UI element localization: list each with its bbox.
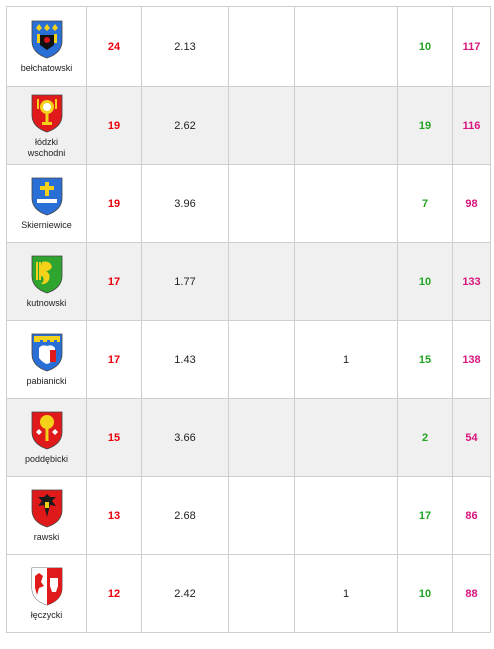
- coat-of-arms-icon: [31, 20, 62, 59]
- value-cell: [294, 398, 398, 477]
- value-cell: 133: [452, 242, 491, 321]
- coat-of-arms-icon: [31, 177, 62, 216]
- county-name: pabianicki: [26, 376, 67, 386]
- table-row: rawski 13 2.68 17 86: [6, 476, 491, 555]
- value-cell: 10: [397, 6, 453, 87]
- value-cell: 116: [452, 86, 491, 165]
- county-stats-table: bełchatowski 24 2.13 10 117 łó: [6, 6, 491, 633]
- value-cell: [228, 242, 295, 321]
- county-cell: bełchatowski: [6, 6, 87, 87]
- value-cell: [294, 476, 398, 555]
- value-cell: 19: [86, 86, 142, 165]
- value-cell: 86: [452, 476, 491, 555]
- value-cell: 1: [294, 554, 398, 633]
- county-name: łęczycki: [30, 610, 63, 620]
- value-cell: 1.77: [141, 242, 229, 321]
- value-cell: [228, 164, 295, 243]
- coat-of-arms-icon: [31, 567, 62, 606]
- value-cell: 117: [452, 6, 491, 87]
- table-row: pabianicki 17 1.43 1 15 138: [6, 320, 491, 399]
- value-cell: 3.96: [141, 164, 229, 243]
- county-cell: rawski: [6, 476, 87, 555]
- value-cell: 13: [86, 476, 142, 555]
- coat-of-arms-icon: [31, 411, 62, 450]
- value-cell: 10: [397, 554, 453, 633]
- table-row: poddębicki 15 3.66 2 54: [6, 398, 491, 477]
- county-name: łódzki wschodni: [27, 136, 66, 158]
- value-cell: 19: [397, 86, 453, 165]
- county-name: Skierniewice: [21, 220, 72, 230]
- coat-of-arms-icon: [31, 489, 62, 528]
- county-cell: Skierniewice: [6, 164, 87, 243]
- value-cell: 24: [86, 6, 142, 87]
- value-cell: [228, 398, 295, 477]
- value-cell: 2.13: [141, 6, 229, 87]
- value-cell: 54: [452, 398, 491, 477]
- value-cell: [228, 476, 295, 555]
- coat-of-arms-icon: [31, 94, 62, 132]
- county-name: bełchatowski: [20, 63, 73, 73]
- value-cell: 10: [397, 242, 453, 321]
- value-cell: 1.43: [141, 320, 229, 399]
- table-row: łęczycki 12 2.42 1 10 88: [6, 554, 491, 633]
- county-cell: pabianicki: [6, 320, 87, 399]
- value-cell: 2: [397, 398, 453, 477]
- county-cell: łęczycki: [6, 554, 87, 633]
- county-name: rawski: [33, 532, 60, 542]
- value-cell: 2.68: [141, 476, 229, 555]
- value-cell: 2.42: [141, 554, 229, 633]
- table-row: kutnowski 17 1.77 10 133: [6, 242, 491, 321]
- value-cell: [228, 554, 295, 633]
- value-cell: 17: [86, 242, 142, 321]
- value-cell: [228, 6, 295, 87]
- value-cell: 12: [86, 554, 142, 633]
- value-cell: [294, 6, 398, 87]
- value-cell: 2.62: [141, 86, 229, 165]
- value-cell: 98: [452, 164, 491, 243]
- county-name: kutnowski: [26, 298, 67, 308]
- value-cell: 19: [86, 164, 142, 243]
- value-cell: 1: [294, 320, 398, 399]
- table-row: bełchatowski 24 2.13 10 117: [6, 6, 491, 87]
- coat-of-arms-icon: [31, 255, 62, 294]
- value-cell: 138: [452, 320, 491, 399]
- value-cell: [294, 164, 398, 243]
- county-cell: poddębicki: [6, 398, 87, 477]
- value-cell: 15: [86, 398, 142, 477]
- value-cell: 88: [452, 554, 491, 633]
- value-cell: [294, 242, 398, 321]
- value-cell: [228, 86, 295, 165]
- value-cell: [228, 320, 295, 399]
- value-cell: 17: [397, 476, 453, 555]
- coat-of-arms-icon: [31, 333, 62, 372]
- value-cell: 17: [86, 320, 142, 399]
- county-cell: kutnowski: [6, 242, 87, 321]
- table-row: Skierniewice 19 3.96 7 98: [6, 164, 491, 243]
- county-cell: łódzki wschodni: [6, 86, 87, 165]
- value-cell: 3.66: [141, 398, 229, 477]
- table-row: łódzki wschodni 19 2.62 19 116: [6, 86, 491, 165]
- value-cell: [294, 86, 398, 165]
- county-name: poddębicki: [24, 454, 69, 464]
- value-cell: 7: [397, 164, 453, 243]
- value-cell: 15: [397, 320, 453, 399]
